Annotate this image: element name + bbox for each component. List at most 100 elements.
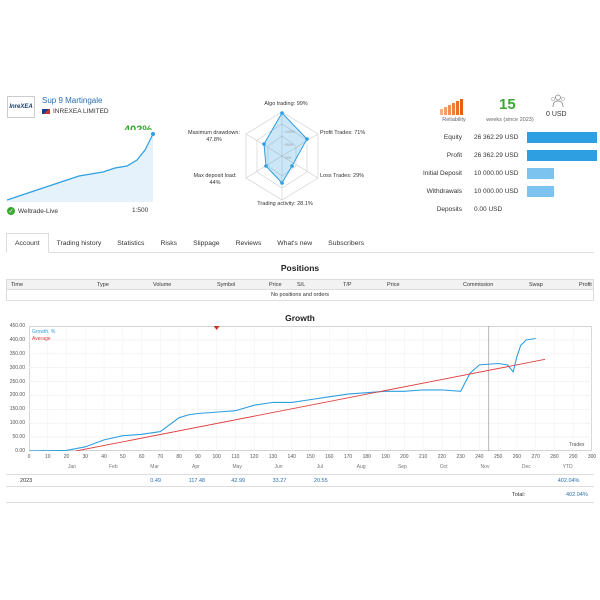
month-value: 33.27 — [272, 478, 287, 484]
radar-drawdown-title: Maximum drawdown: — [188, 130, 240, 136]
y-tick: 150.00 — [9, 406, 25, 413]
x-tick: 210 — [418, 454, 428, 460]
x-tick: 130 — [268, 454, 278, 460]
x-tick: 240 — [475, 454, 484, 460]
x-tick: 250 — [493, 454, 503, 460]
summary-bar — [527, 150, 597, 161]
marker-icon — [213, 326, 220, 330]
radar-scale-50: +50% — [284, 143, 293, 147]
tab-trading-history[interactable]: Trading history — [56, 239, 102, 247]
year-row: 2023 0.49 117.48 42.99 33.27 20.55 402.04% — [6, 474, 594, 487]
y-tick: 400.00 — [9, 336, 25, 343]
radar-load-value: 44% — [209, 179, 221, 186]
radar-algo-label: Algo trading: 99% — [264, 101, 308, 107]
radar-scale-100: +100% — [284, 130, 295, 134]
positions-column-header: Swap — [529, 282, 543, 288]
trades-label: Trades — [569, 442, 585, 448]
y-tick: 200.00 — [9, 392, 25, 399]
total-divider — [6, 502, 594, 503]
x-tick: 290 — [569, 454, 578, 460]
radar-loss-label: Loss Trades: 29% — [320, 173, 365, 179]
legend-growth: Growth, % — [32, 329, 56, 335]
y-tick: 300.00 — [9, 364, 25, 371]
month-label: Aug — [356, 464, 366, 470]
x-tick: 260 — [512, 454, 522, 460]
positions-column-header: Price — [269, 282, 282, 288]
x-tick: 300 — [587, 454, 597, 460]
y-tick: 0.00 — [15, 448, 25, 454]
x-tick: 70 — [157, 454, 164, 460]
x-tick: 170 — [343, 454, 353, 460]
tab-risks[interactable]: Risks — [160, 239, 178, 247]
x-tick: 270 — [531, 454, 540, 460]
radar-activity-label: Trading activity: 28.1% — [257, 201, 313, 207]
subscribers-icon — [551, 94, 565, 108]
y-tick: 100.00 — [9, 420, 25, 427]
positions-column-header: Volume — [153, 282, 172, 288]
positions-header: Time Type Volume Symbol Price S/L T/P Price Comm… — [6, 279, 594, 290]
month-value: 20.55 — [313, 478, 328, 484]
month-label: Dec — [521, 464, 531, 470]
summary-value: 10 000.00 USD — [474, 170, 519, 177]
logo-text: InreXEA — [9, 104, 33, 110]
broker-name[interactable]: INREXEA LIMITED — [42, 108, 109, 115]
x-tick: 190 — [381, 454, 390, 460]
positions-empty: No positions and orders — [6, 290, 594, 301]
growth-chart — [29, 326, 592, 451]
month-label: Sep — [397, 464, 407, 470]
positions-column-header: Type — [97, 282, 109, 288]
legend-average: Average — [32, 336, 51, 342]
summary-bar — [527, 168, 554, 179]
tab-bar: Account Trading history Statistics Risks Sli… — [6, 233, 594, 253]
month-label: YTD — [562, 464, 573, 470]
reliability-icon — [440, 99, 463, 115]
radar-chart: +100% +50% +0% — [245, 111, 319, 201]
month-label: Apr — [192, 464, 200, 470]
x-tick: 40 — [101, 454, 107, 460]
radar-load-label: Max deposit load: 44% — [186, 173, 244, 187]
radar-drawdown-value: 47.8% — [206, 136, 222, 143]
summary-value: 10 000.00 USD — [474, 188, 519, 195]
radar-drawdown-label: Maximum drawdown: 47.8% — [183, 130, 245, 144]
account-title[interactable]: Sup 9 Martingale — [42, 96, 103, 105]
flag-icon — [42, 109, 50, 114]
growth-title: Growth — [285, 313, 315, 323]
month-value: 42.99 — [231, 478, 246, 484]
y-tick: 250.00 — [9, 378, 25, 385]
tab-statistics[interactable]: Statistics — [117, 239, 145, 247]
average-line — [75, 358, 546, 451]
verified-check-icon: ✓ — [7, 207, 15, 215]
total-value: 402.04% — [566, 492, 588, 498]
broker-label: INREXEA LIMITED — [53, 108, 109, 115]
tab-account[interactable]: Account — [6, 233, 49, 253]
month-value: 402.04% — [557, 478, 580, 484]
month-label: Feb — [108, 464, 118, 470]
x-tick: 80 — [176, 454, 182, 460]
tab-reviews[interactable]: Reviews — [235, 239, 262, 247]
subscribers-value: 0 USD — [546, 111, 567, 118]
summary-bar — [527, 186, 554, 197]
x-tick: 230 — [456, 454, 465, 460]
year-label: 2023 — [20, 478, 33, 484]
server-info[interactable]: ✓ Weltrade-Live — [7, 207, 58, 215]
total-label: Total: — [512, 492, 526, 498]
x-tick: 90 — [195, 454, 201, 460]
radar-load-title: Max deposit load: — [193, 173, 237, 179]
x-tick: 140 — [287, 454, 296, 460]
summary-value: 26 362.29 USD — [474, 152, 519, 159]
positions-column-header: Time — [11, 282, 24, 288]
leverage: 1:500 — [132, 207, 149, 214]
y-tick: 350.00 — [9, 350, 25, 357]
tab-slippage[interactable]: Slippage — [193, 239, 220, 247]
tab-what-s-new[interactable]: What's new — [277, 239, 313, 247]
y-tick: 450.00 — [9, 323, 25, 329]
radar-profit-label: Profit Trades: 71% — [320, 130, 366, 136]
summary-bar — [527, 132, 597, 143]
tab-subscribers[interactable]: Subscribers — [328, 239, 365, 247]
positions-column-header: Profit — [579, 282, 592, 288]
positions-column-header: S/L — [297, 282, 306, 288]
mini-growth-chart — [7, 130, 155, 202]
summary-label: Profit — [446, 152, 462, 159]
x-tick: 10 — [44, 454, 51, 460]
x-tick: 150 — [306, 454, 315, 460]
